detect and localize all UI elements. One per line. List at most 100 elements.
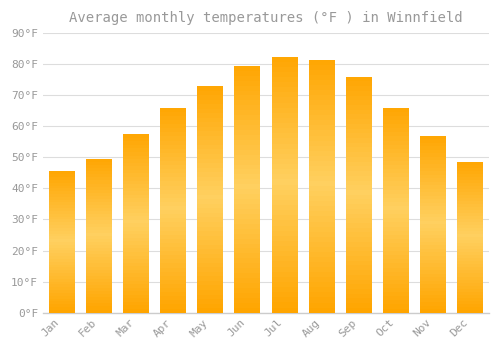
Bar <box>234 96 260 100</box>
Bar <box>160 296 186 300</box>
Bar <box>346 265 372 270</box>
Bar <box>123 166 149 170</box>
Bar <box>160 202 186 206</box>
Bar <box>458 243 483 246</box>
Bar <box>160 124 186 128</box>
Bar <box>123 273 149 277</box>
Bar <box>234 130 260 135</box>
Bar <box>48 245 74 248</box>
Bar <box>272 67 297 72</box>
Bar <box>197 131 223 136</box>
Bar <box>197 240 223 245</box>
Bar <box>197 199 223 204</box>
Bar <box>346 214 372 218</box>
Bar <box>197 127 223 131</box>
Bar <box>86 264 112 267</box>
Bar <box>197 276 223 281</box>
Bar <box>383 218 409 223</box>
Bar <box>346 166 372 171</box>
Bar <box>383 198 409 202</box>
Bar <box>160 247 186 251</box>
Bar <box>197 181 223 186</box>
Bar <box>420 288 446 292</box>
Bar <box>160 169 186 173</box>
Bar <box>123 195 149 198</box>
Bar <box>458 298 483 301</box>
Bar <box>123 277 149 280</box>
Bar <box>160 259 186 264</box>
Bar <box>272 82 297 87</box>
Bar <box>383 112 409 116</box>
Bar <box>346 100 372 105</box>
Bar <box>346 86 372 91</box>
Bar <box>160 239 186 243</box>
Bar <box>458 174 483 177</box>
Bar <box>346 96 372 100</box>
Bar <box>48 208 74 211</box>
Bar <box>48 174 74 177</box>
Bar <box>308 237 334 242</box>
Bar <box>160 145 186 149</box>
Bar <box>272 92 297 98</box>
Bar <box>458 189 483 192</box>
Bar <box>308 277 334 282</box>
Bar <box>197 113 223 118</box>
Bar <box>308 242 334 247</box>
Bar <box>383 116 409 120</box>
Bar <box>346 105 372 110</box>
Bar <box>48 202 74 205</box>
Bar <box>197 286 223 290</box>
Bar <box>420 267 446 270</box>
Bar <box>234 140 260 145</box>
Bar <box>420 284 446 288</box>
Bar <box>123 148 149 152</box>
Bar <box>48 188 74 191</box>
Bar <box>383 136 409 140</box>
Bar <box>123 245 149 248</box>
Bar <box>234 164 260 169</box>
Bar <box>272 164 297 169</box>
Bar <box>346 190 372 195</box>
Bar <box>420 178 446 182</box>
Bar <box>346 128 372 133</box>
Bar <box>458 271 483 273</box>
Bar <box>160 182 186 186</box>
Bar <box>234 91 260 96</box>
Bar <box>86 303 112 307</box>
Bar <box>197 136 223 140</box>
Bar <box>86 165 112 168</box>
Bar <box>346 119 372 124</box>
Bar <box>458 228 483 231</box>
Bar <box>458 186 483 189</box>
Bar <box>272 56 297 62</box>
Bar <box>383 145 409 149</box>
Bar <box>234 283 260 288</box>
Bar <box>272 174 297 180</box>
Bar <box>383 194 409 198</box>
Bar <box>420 270 446 274</box>
Bar <box>346 143 372 147</box>
Bar <box>234 234 260 239</box>
Bar <box>123 213 149 216</box>
Bar <box>48 276 74 279</box>
Bar <box>86 162 112 165</box>
Bar <box>86 187 112 190</box>
Bar <box>234 145 260 150</box>
Title: Average monthly temperatures (°F ) in Winnfield: Average monthly temperatures (°F ) in Wi… <box>69 11 462 25</box>
Bar <box>272 241 297 246</box>
Bar <box>272 282 297 287</box>
Bar <box>272 154 297 159</box>
Bar <box>86 174 112 177</box>
Bar <box>48 186 74 188</box>
Bar <box>234 115 260 120</box>
Bar <box>86 208 112 211</box>
Bar <box>383 108 409 112</box>
Bar <box>420 252 446 256</box>
Bar <box>160 132 186 137</box>
Bar <box>48 259 74 262</box>
Bar <box>383 239 409 243</box>
Bar <box>123 270 149 273</box>
Bar <box>420 235 446 238</box>
Bar <box>86 214 112 217</box>
Bar <box>123 181 149 184</box>
